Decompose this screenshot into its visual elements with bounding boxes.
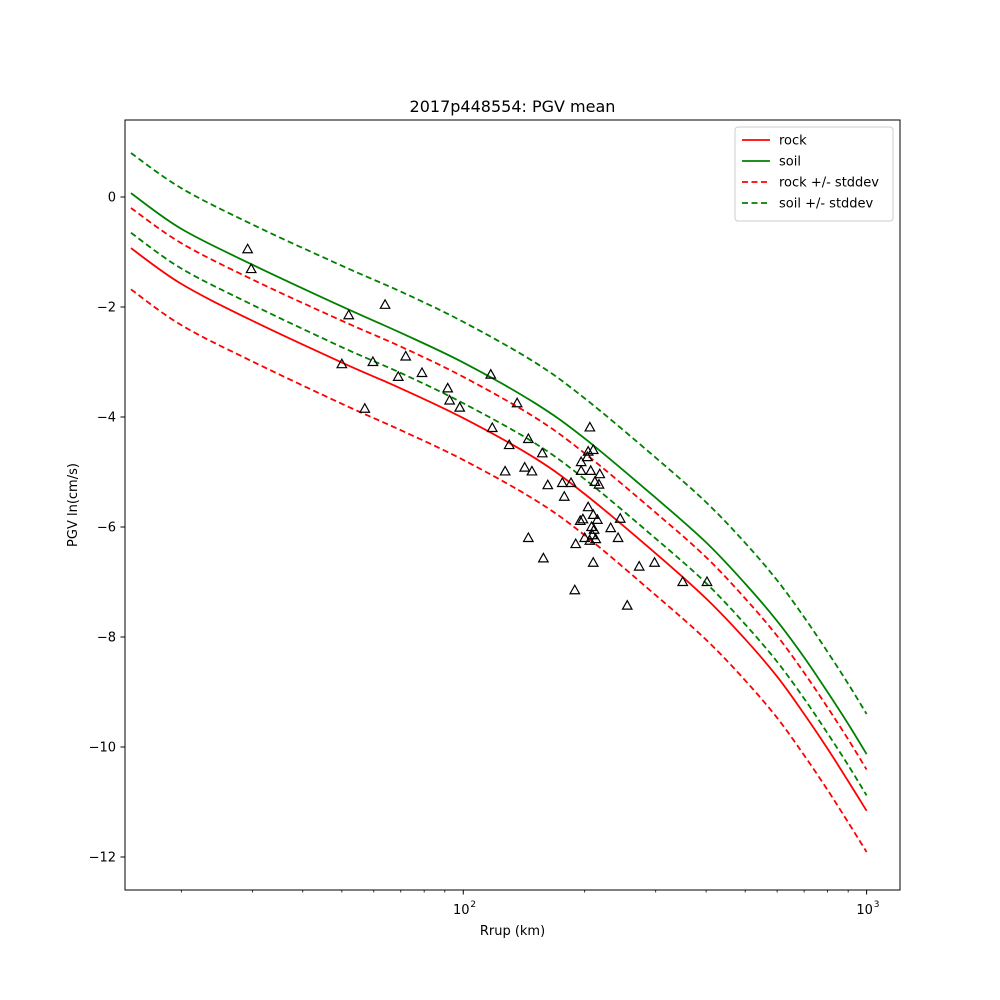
- observation-point: [584, 421, 596, 432]
- chart-title: 2017p448554: PGV mean: [410, 97, 616, 116]
- legend-box: [734, 126, 894, 222]
- observation-point: [526, 465, 538, 476]
- legend-label: rock: [779, 134, 807, 149]
- series-line-1: [130, 192, 868, 755]
- plot-frame: [124, 119, 901, 891]
- series-line-4: [130, 152, 868, 715]
- observation-point: [443, 394, 456, 405]
- observation-point: [537, 552, 550, 563]
- observation-point: [589, 532, 602, 544]
- observation-point: [518, 461, 531, 472]
- observation-point: [594, 467, 606, 479]
- observation-point: [569, 537, 582, 549]
- observation-point: [612, 531, 624, 543]
- legend-label: soil: [779, 155, 801, 170]
- x-tick-label-exponent: 2: [470, 900, 476, 910]
- observation-point: [416, 366, 428, 378]
- series-line-2: [130, 207, 868, 771]
- observation-point: [591, 513, 604, 524]
- observation-point: [587, 508, 600, 520]
- observation-point: [577, 513, 589, 524]
- observation-point: [536, 447, 549, 458]
- observation-point: [241, 243, 254, 254]
- observation-point: [441, 382, 454, 393]
- observation-point: [336, 357, 348, 369]
- observation-point: [587, 443, 600, 455]
- observation-point: [484, 368, 497, 379]
- observation-point: [588, 523, 600, 534]
- observation-point: [499, 465, 511, 476]
- observation-point: [621, 599, 634, 610]
- observation-point: [676, 575, 689, 587]
- legend-label: rock +/- stddev: [779, 176, 879, 191]
- observation-point: [503, 438, 515, 450]
- legend-label: soil +/- stddev: [779, 197, 874, 212]
- observation-point: [486, 421, 499, 433]
- observation-point: [392, 370, 405, 381]
- observation-point: [648, 556, 661, 567]
- series-line-3: [130, 288, 868, 853]
- x-tick-label: 10: [856, 903, 873, 918]
- y-tick-label: 0: [108, 191, 116, 206]
- y-axis-label: PGV ln(cm/s): [66, 463, 81, 547]
- observation-points: [241, 243, 713, 610]
- observation-point: [614, 512, 627, 523]
- y-tick-label: −4: [97, 411, 116, 426]
- x-tick-label: 10: [453, 903, 470, 918]
- observation-point: [589, 475, 601, 486]
- observation-point: [582, 500, 594, 512]
- observation-point: [556, 476, 569, 488]
- observation-point: [584, 464, 597, 475]
- y-tick-label: −2: [97, 301, 116, 316]
- observation-point: [604, 521, 617, 533]
- observation-point: [633, 560, 645, 571]
- x-axis: 10 2 10 3: [180, 890, 880, 918]
- x-tick-label-exponent: 3: [874, 900, 880, 910]
- series-line-0: [130, 247, 868, 812]
- x-axis-label: Rrup (km): [480, 924, 545, 939]
- observation-point: [581, 450, 594, 462]
- observation-point: [511, 397, 523, 408]
- observation-point: [586, 529, 599, 540]
- observation-point: [565, 476, 577, 488]
- y-tick-label: −6: [97, 521, 116, 536]
- observation-point: [585, 520, 598, 532]
- observation-point: [541, 478, 554, 490]
- observation-point: [575, 464, 587, 475]
- observation-point: [575, 455, 587, 467]
- observation-point: [359, 402, 371, 413]
- observation-point: [379, 298, 391, 309]
- observation-point: [522, 531, 535, 543]
- series-line-5: [130, 232, 868, 796]
- observation-point: [245, 262, 257, 274]
- observation-point: [522, 432, 535, 444]
- series-layer: [130, 152, 868, 853]
- observation-point: [578, 531, 591, 543]
- plot-area: [124, 119, 901, 891]
- observation-point: [367, 355, 379, 367]
- y-tick-label: −10: [89, 741, 116, 756]
- y-tick-label: −12: [89, 851, 116, 866]
- observation-point: [558, 490, 571, 501]
- y-tick-label: −8: [97, 631, 116, 646]
- observation-point: [701, 575, 713, 587]
- observation-point: [568, 584, 581, 595]
- observation-point: [453, 401, 466, 412]
- observation-point: [574, 514, 587, 526]
- observation-point: [342, 309, 355, 320]
- observation-point: [587, 556, 600, 567]
- observation-point: [593, 478, 605, 489]
- legend: rock soil rock +/- stddev soil +/- stddev: [734, 126, 894, 222]
- y-axis: 0 −2 −4 −6 −8 −10 −12: [89, 191, 125, 866]
- observation-point: [399, 350, 412, 361]
